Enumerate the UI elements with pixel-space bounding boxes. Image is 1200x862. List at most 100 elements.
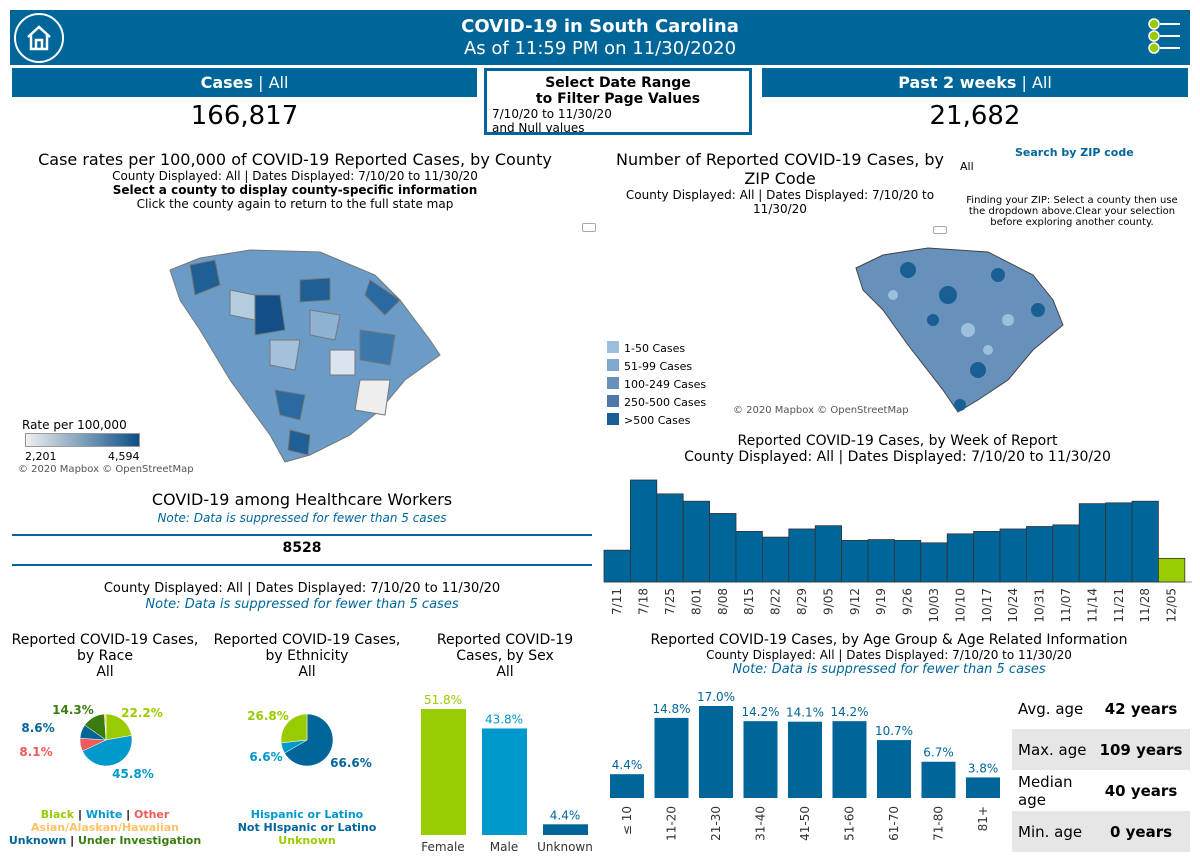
age-pct-label: 14.8%	[652, 702, 690, 716]
stat-value: 42 years	[1104, 699, 1178, 718]
age-tick: 71-80	[932, 806, 946, 841]
age-tick: 41-50	[798, 806, 812, 841]
sex-pct-label: 4.4%	[550, 808, 581, 822]
week-bar	[867, 539, 895, 583]
race-pct-label: 8.1%	[19, 745, 52, 759]
week-bar	[629, 479, 658, 583]
age-stat-row: Min. age 0 years	[1012, 811, 1190, 852]
sex-title: Reported COVID-19 Cases, by Sex All	[436, 632, 574, 680]
age-pct-label: 14.2%	[830, 705, 868, 719]
week-tick: 12/05	[1165, 588, 1179, 623]
week-bar	[1025, 526, 1054, 583]
zip-legend-item[interactable]: 1-50 Cases	[607, 340, 706, 358]
race-pct-label: 8.6%	[21, 721, 54, 735]
zip-map[interactable]	[848, 240, 1068, 420]
age-bar	[743, 721, 778, 798]
age-pct-label: 17.0%	[697, 690, 735, 704]
zip-search-dropdown[interactable]: All	[960, 160, 974, 173]
age-tick: 51-60	[843, 806, 857, 841]
zip-legend-item[interactable]: 51-99 Cases	[607, 358, 706, 376]
age-chart: 4.4% ≤ 10 14.8% 11-20 17.0% 21-30 14.2% 31-40 14…	[610, 690, 1000, 841]
week-bar	[973, 531, 1001, 583]
week-bar	[682, 500, 710, 583]
toggle-icon[interactable]	[933, 226, 947, 234]
age-stat-row: Max. age 109 years	[1012, 729, 1190, 770]
legend-label: >500 Cases	[624, 414, 691, 427]
week-bar	[920, 542, 948, 583]
filter-title: Select Date Range	[545, 75, 691, 91]
week-tick: 10/10	[953, 588, 967, 623]
race-pct-label: 14.3%	[52, 703, 94, 717]
race-legend: Black | White | Other Asian/Alaskan/Hawa…	[8, 808, 202, 847]
sex-bar	[543, 824, 588, 835]
week-bar	[1052, 524, 1080, 583]
week-tick: 10/24	[1006, 588, 1020, 623]
ethnicity-legend: Hispanic or Latino Not HIspanic or Latino…	[237, 808, 377, 847]
age-pct-label: 6.7%	[923, 746, 954, 760]
sex-pct-label: 43.8%	[485, 712, 523, 726]
race-pie-slice	[82, 735, 133, 767]
sex-category: Male	[490, 840, 518, 854]
age-pct-label: 14.1%	[786, 706, 824, 720]
race-pie-slice	[104, 713, 107, 741]
age-bar	[877, 740, 911, 798]
map-attribution[interactable]: © 2020 Mapbox © OpenStreetMap	[18, 464, 194, 475]
week-tick: 9/19	[874, 588, 888, 615]
divider	[12, 564, 592, 566]
sex-bar	[482, 728, 527, 835]
age-tick: 11-20	[665, 806, 679, 841]
header: COVID-19 in South Carolina As of 11:59 P…	[10, 10, 1190, 65]
zip-legend-item[interactable]: 250-500 Cases	[607, 394, 706, 412]
week-bar	[893, 539, 922, 583]
race-pie-slice	[105, 713, 132, 741]
week-tick: 7/18	[637, 588, 651, 615]
weekly-chart: 7/11 7/18 7/25 8/01 8/08 8/15 8/22 8/29 9/05 9/12…	[603, 479, 1192, 623]
ethnicity-pie-slice	[280, 713, 308, 744]
week-bar	[814, 525, 842, 583]
healthcare-count: 8528	[282, 540, 322, 556]
race-title: Reported COVID-19 Cases, by Race All	[11, 632, 199, 680]
week-bar	[1158, 557, 1186, 583]
date-range-filter[interactable]: Select Date Range to Filter Page Values …	[484, 68, 752, 135]
home-icon[interactable]	[14, 13, 64, 63]
rate-gradient	[25, 433, 140, 447]
week-bar	[946, 533, 975, 583]
ethnicity-pie-slice	[284, 713, 334, 767]
sex-category: Unknown	[537, 840, 593, 854]
age-bar	[699, 706, 733, 798]
stat-label: Median age	[1018, 772, 1073, 809]
age-bar	[832, 721, 867, 798]
pie-charts: 22.2% 45.8% 8.1% 8.6% 14.3% 66.6% 6.6% 26.8%	[19, 703, 372, 781]
legend-title: Rate per 100,000	[22, 418, 127, 432]
county-map[interactable]	[160, 240, 450, 470]
weekly-chart-title: Reported COVID-19 Cases, by Week of Repo…	[684, 433, 1111, 465]
page-subtitle: As of 11:59 PM on 11/30/2020	[463, 38, 737, 59]
filter-range[interactable]: 7/10/20 to 11/30/20	[492, 107, 612, 121]
week-bar	[603, 549, 631, 583]
week-bar	[1078, 503, 1107, 583]
zip-legend-item[interactable]: 100-249 Cases	[607, 376, 706, 394]
county-map-instruction2: Click the county again to return to the …	[136, 197, 454, 211]
week-bar	[1105, 502, 1133, 583]
age-header: Reported COVID-19 Cases, by Age Group & …	[650, 632, 1128, 677]
zip-title-2: ZIP Code	[744, 169, 816, 188]
stat-label: Max. age	[1018, 740, 1087, 759]
legend-min: 2,201	[25, 450, 57, 463]
ethnicity-pct-label: 66.6%	[330, 756, 372, 770]
toggle-icon[interactable]	[582, 223, 596, 232]
filter-null[interactable]: and Null values	[492, 121, 585, 135]
zip-legend-item[interactable]: >500 Cases	[607, 412, 706, 430]
ethnicity-pct-label: 26.8%	[247, 709, 289, 723]
legend-swatch	[607, 395, 619, 407]
sex-category: Female	[421, 840, 464, 854]
sex-chart: 51.8% Female 43.8% Male 4.4% Unknown	[421, 693, 593, 854]
week-tick: 9/05	[821, 588, 835, 615]
legend-label: 100-249 Cases	[624, 378, 707, 391]
menu-icon[interactable]	[1146, 16, 1182, 60]
ethnicity-title: Reported COVID-19 Cases, by Ethnicity All	[213, 632, 401, 680]
week-tick: 11/07	[1059, 588, 1073, 623]
ethnicity-pct-label: 6.6%	[249, 750, 282, 764]
week-bar	[788, 528, 816, 583]
zip-displayed-2: 11/30/20	[753, 202, 807, 216]
map-attribution[interactable]: © 2020 Mapbox © OpenStreetMap	[733, 405, 909, 416]
